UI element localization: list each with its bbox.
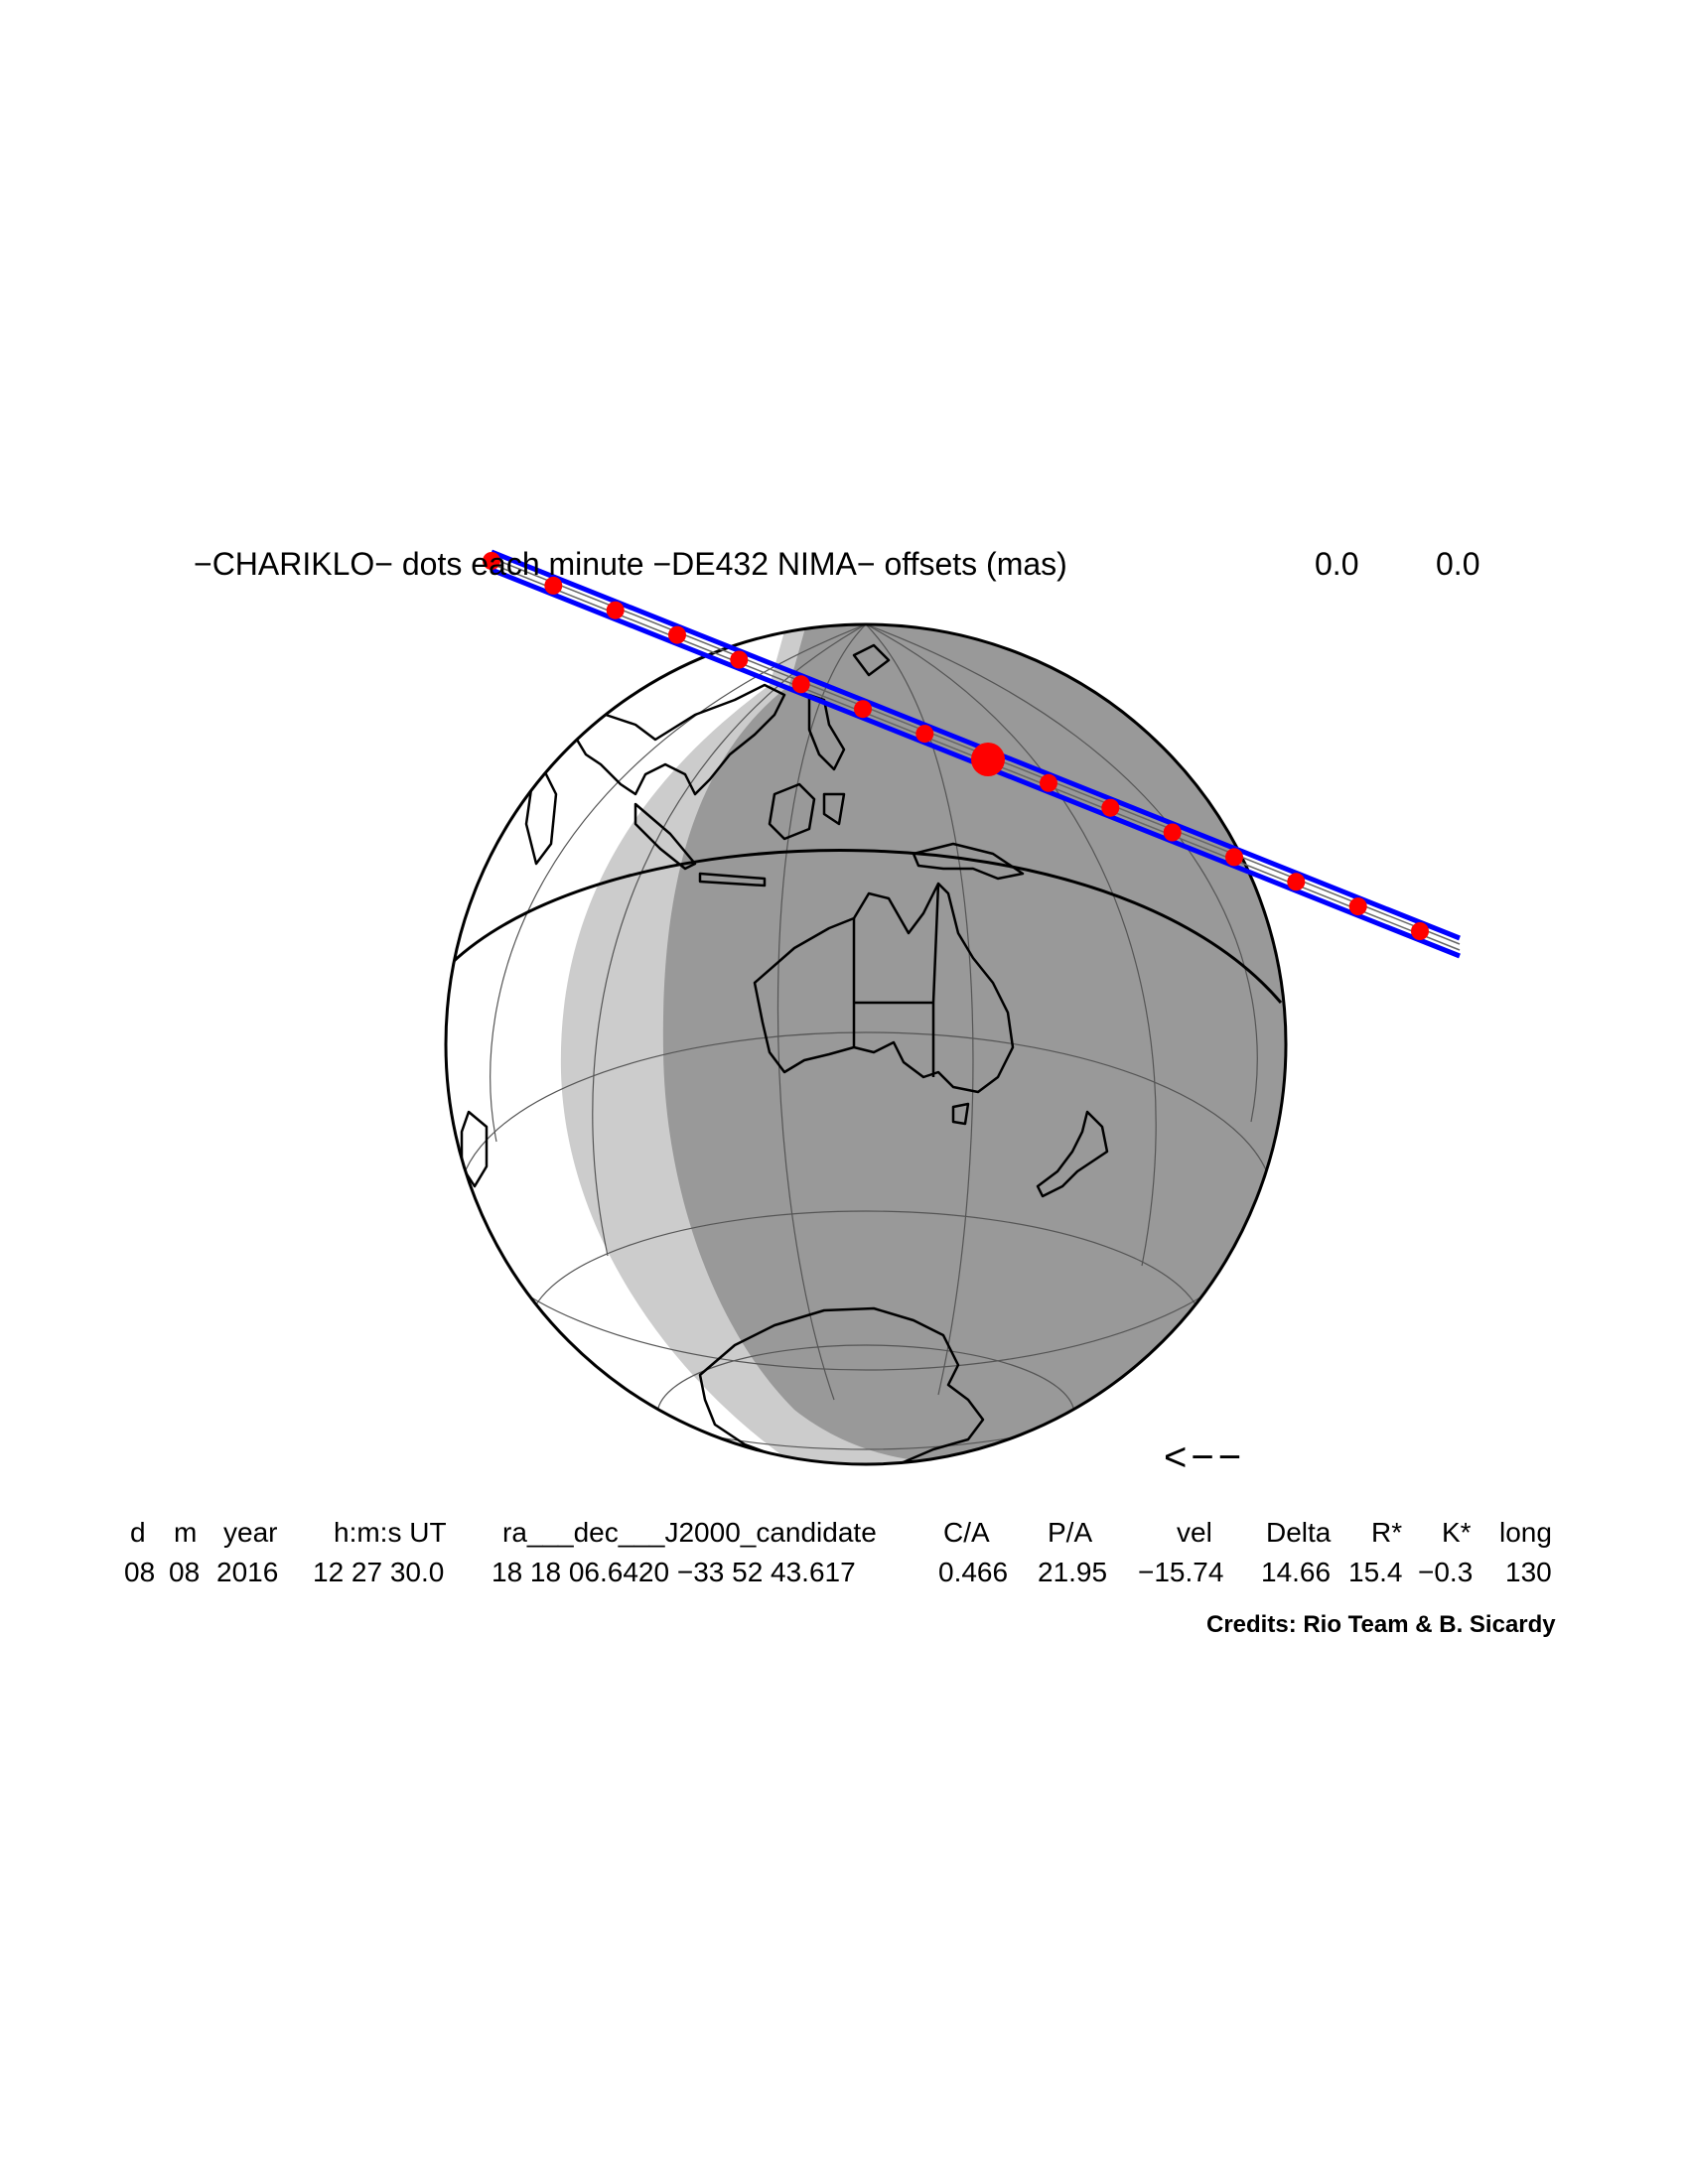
table-header-delta: Delta [1266, 1517, 1332, 1548]
tasmania-outline [951, 1102, 970, 1126]
value-month: 08 [169, 1557, 201, 1587]
coastlines [460, 643, 1109, 1464]
sumatra-outline [633, 802, 697, 871]
table-header-time: h:m:s UT [334, 1517, 447, 1548]
table-header-long: long [1499, 1517, 1552, 1548]
table-header-rstar: R* [1371, 1517, 1403, 1548]
value-pa: 21.95 [1038, 1557, 1108, 1587]
night-zone [662, 624, 1286, 1462]
closest-approach-dot [971, 743, 1005, 776]
value-rstar: 15.4 [1348, 1557, 1403, 1587]
new-zealand-outline [1036, 1110, 1109, 1198]
table-header-ca: C/A [943, 1517, 990, 1548]
table-header-coords: ra___dec___J2000_candidate [502, 1517, 877, 1548]
motion-direction-arrow: <−− [1164, 1435, 1246, 1479]
borneo-outline [768, 782, 816, 841]
equator-arc [450, 849, 1283, 1004]
minute-dot [544, 576, 563, 595]
minute-dot [730, 650, 749, 669]
table-header-m: m [174, 1517, 198, 1548]
map-title: −CHARIKLO− dots each minute −DE432 NIMA−… [194, 546, 1067, 582]
value-delta: 14.66 [1261, 1557, 1332, 1587]
minute-dot [1101, 798, 1120, 817]
minute-dot [668, 625, 686, 644]
value-time: 12 27 30.0 [313, 1557, 445, 1587]
minute-dot [791, 675, 810, 694]
madagascar-outline [460, 1110, 489, 1188]
value-ca: 0.466 [938, 1557, 1009, 1587]
table-header-d: d [130, 1517, 146, 1548]
minute-dot [483, 552, 500, 570]
value-long: 130 [1505, 1557, 1552, 1587]
minute-dot [1287, 873, 1306, 891]
minute-dot [1348, 897, 1367, 916]
table-header-kstar: K* [1442, 1517, 1472, 1548]
value-coords: 18 18 06.6420 −33 52 43.617 [492, 1557, 856, 1587]
offset-dec: 0.0 [1436, 546, 1480, 582]
globe-outline [444, 622, 1288, 1466]
minute-dot [915, 725, 934, 744]
value-day: 08 [124, 1557, 156, 1587]
table-header-vel: vel [1177, 1517, 1212, 1548]
new-guinea-outline [912, 842, 1025, 881]
minute-dot [1163, 823, 1182, 842]
minute-dot [606, 601, 625, 619]
credits-text: Credits: Rio Team & B. Sicardy [1206, 1611, 1556, 1638]
minute-dot [1411, 922, 1429, 940]
asia-outline [569, 683, 786, 796]
japan-outline [852, 643, 891, 677]
minute-dot [1225, 848, 1243, 867]
java-outline [698, 872, 767, 887]
value-kstar: −0.3 [1418, 1557, 1474, 1587]
table-header-pa: P/A [1048, 1517, 1093, 1548]
minute-dot [854, 700, 872, 719]
minute-dot [1040, 773, 1057, 792]
value-vel: −15.74 [1138, 1557, 1224, 1587]
table-header-year: year [223, 1517, 278, 1548]
offset-ra: 0.0 [1315, 546, 1359, 582]
australia-outline [753, 882, 1015, 1094]
value-year: 2016 [216, 1557, 279, 1587]
